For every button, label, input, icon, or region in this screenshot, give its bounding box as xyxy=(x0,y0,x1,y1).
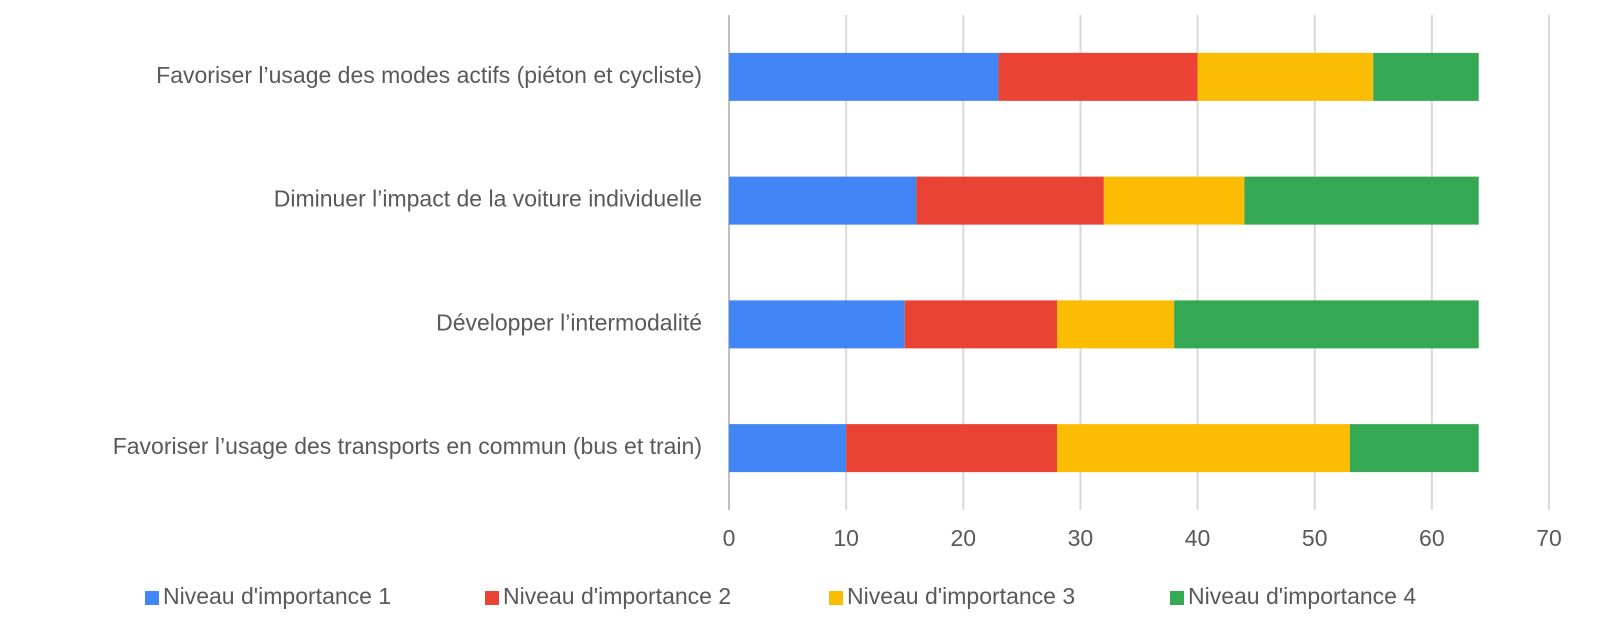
x-tick-label: 70 xyxy=(1536,525,1562,551)
y-tick-label: Diminuer l’impact de la voiture individu… xyxy=(274,186,702,212)
bar-segment xyxy=(729,424,847,473)
legend-label: Niveau d'importance 4 xyxy=(1188,583,1416,609)
bar-segment xyxy=(1244,176,1479,225)
x-tick-label: 30 xyxy=(1068,525,1094,551)
y-tick-label: Favoriser l’usage des transports en comm… xyxy=(113,433,702,459)
bar-segment xyxy=(729,300,905,349)
y-tick-label: Favoriser l’usage des modes actifs (piét… xyxy=(156,62,702,88)
legend-swatch xyxy=(485,591,499,605)
bar-segment xyxy=(1197,52,1374,101)
bar-segment xyxy=(846,424,1057,473)
x-tick-label: 50 xyxy=(1302,525,1328,551)
bar-segment xyxy=(1057,300,1175,349)
legend-label: Niveau d'importance 3 xyxy=(847,583,1075,609)
bar-segment xyxy=(1349,424,1479,473)
legend-swatch xyxy=(1170,591,1184,605)
bar-segment xyxy=(729,52,999,101)
bar-segment xyxy=(1103,176,1245,225)
x-tick-label: 0 xyxy=(723,525,736,551)
legend-swatch xyxy=(829,591,843,605)
x-tick-label: 40 xyxy=(1185,525,1211,551)
bar-segment xyxy=(998,52,1198,101)
x-tick-label: 10 xyxy=(833,525,859,551)
x-tick-label: 60 xyxy=(1419,525,1445,551)
bar-segment xyxy=(904,300,1057,349)
legend-label: Niveau d'importance 1 xyxy=(163,583,391,609)
legend-swatch xyxy=(145,591,159,605)
bar-segment xyxy=(1373,52,1479,101)
bar-segment xyxy=(1057,424,1350,473)
legend-label: Niveau d'importance 2 xyxy=(503,583,731,609)
x-tick-label: 20 xyxy=(950,525,976,551)
bar-segment xyxy=(729,176,917,225)
bar-segment xyxy=(916,176,1104,225)
y-tick-label: Développer l’intermodalité xyxy=(436,309,702,335)
bar-segment xyxy=(1174,300,1479,349)
